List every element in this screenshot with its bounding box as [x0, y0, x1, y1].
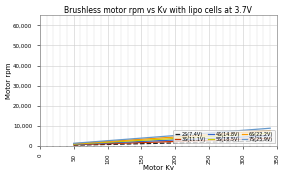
3S(11.1V) [250, 138, 253, 140]
Title: Brushless motor rpm vs Kv with lipo cells at 3.7V: Brushless motor rpm vs Kv with lipo cell… [64, 5, 252, 15]
3S(11.1V) [268, 137, 272, 139]
2S(7.4V) [73, 144, 76, 146]
7S(25.9V) [188, 133, 192, 135]
2S(7.4V) [189, 142, 192, 144]
Legend: 2S(7.4V), 3S(11.1V), 4S(14.8V), 5S(18.5V), 6S(22.2V), 7S(25.9V): 2S(7.4V), 3S(11.1V), 4S(14.8V), 5S(18.5V… [173, 130, 274, 144]
6S(22.2V) [72, 143, 76, 145]
7S(25.9V) [73, 142, 76, 144]
3S(11.1V) [238, 138, 241, 140]
7S(25.9V) [250, 129, 253, 131]
2S(7.4V) [268, 140, 272, 142]
6S(22.2V) [268, 130, 272, 132]
6S(22.2V) [250, 131, 253, 133]
7S(25.9V) [192, 133, 196, 135]
7S(25.9V) [238, 130, 241, 132]
5S(18.5V) [189, 137, 192, 139]
2S(7.4V) [192, 141, 196, 144]
4S(14.8V) [268, 135, 272, 137]
5S(18.5V) [72, 143, 76, 145]
Y-axis label: Motor rpm: Motor rpm [5, 62, 12, 99]
Line: 2S(7.4V): 2S(7.4V) [74, 141, 270, 145]
6S(22.2V) [238, 132, 241, 134]
5S(18.5V) [250, 133, 253, 135]
3S(11.1V) [189, 140, 192, 142]
6S(22.2V) [189, 135, 192, 137]
5S(18.5V) [73, 143, 76, 145]
3S(11.1V) [72, 144, 76, 146]
Line: 6S(22.2V): 6S(22.2V) [74, 131, 270, 144]
Line: 7S(25.9V): 7S(25.9V) [74, 128, 270, 143]
Line: 3S(11.1V): 3S(11.1V) [74, 138, 270, 145]
6S(22.2V) [192, 135, 196, 137]
4S(14.8V) [250, 136, 253, 138]
2S(7.4V) [250, 140, 253, 142]
6S(22.2V) [73, 143, 76, 145]
Line: 5S(18.5V): 5S(18.5V) [74, 133, 270, 144]
7S(25.9V) [268, 127, 272, 129]
3S(11.1V) [73, 144, 76, 146]
Line: 4S(14.8V): 4S(14.8V) [74, 136, 270, 144]
5S(18.5V) [192, 136, 196, 139]
3S(11.1V) [188, 140, 192, 142]
2S(7.4V) [238, 141, 241, 143]
4S(14.8V) [238, 136, 241, 138]
5S(18.5V) [268, 132, 272, 134]
2S(7.4V) [72, 144, 76, 146]
X-axis label: Motor Kv: Motor Kv [143, 165, 174, 172]
4S(14.8V) [73, 143, 76, 145]
2S(7.4V) [188, 142, 192, 144]
4S(14.8V) [72, 143, 76, 145]
5S(18.5V) [238, 134, 241, 136]
4S(14.8V) [188, 138, 192, 140]
7S(25.9V) [72, 142, 76, 144]
4S(14.8V) [192, 138, 196, 140]
5S(18.5V) [188, 137, 192, 139]
6S(22.2V) [188, 135, 192, 137]
3S(11.1V) [192, 140, 196, 142]
7S(25.9V) [189, 133, 192, 135]
4S(14.8V) [189, 138, 192, 140]
